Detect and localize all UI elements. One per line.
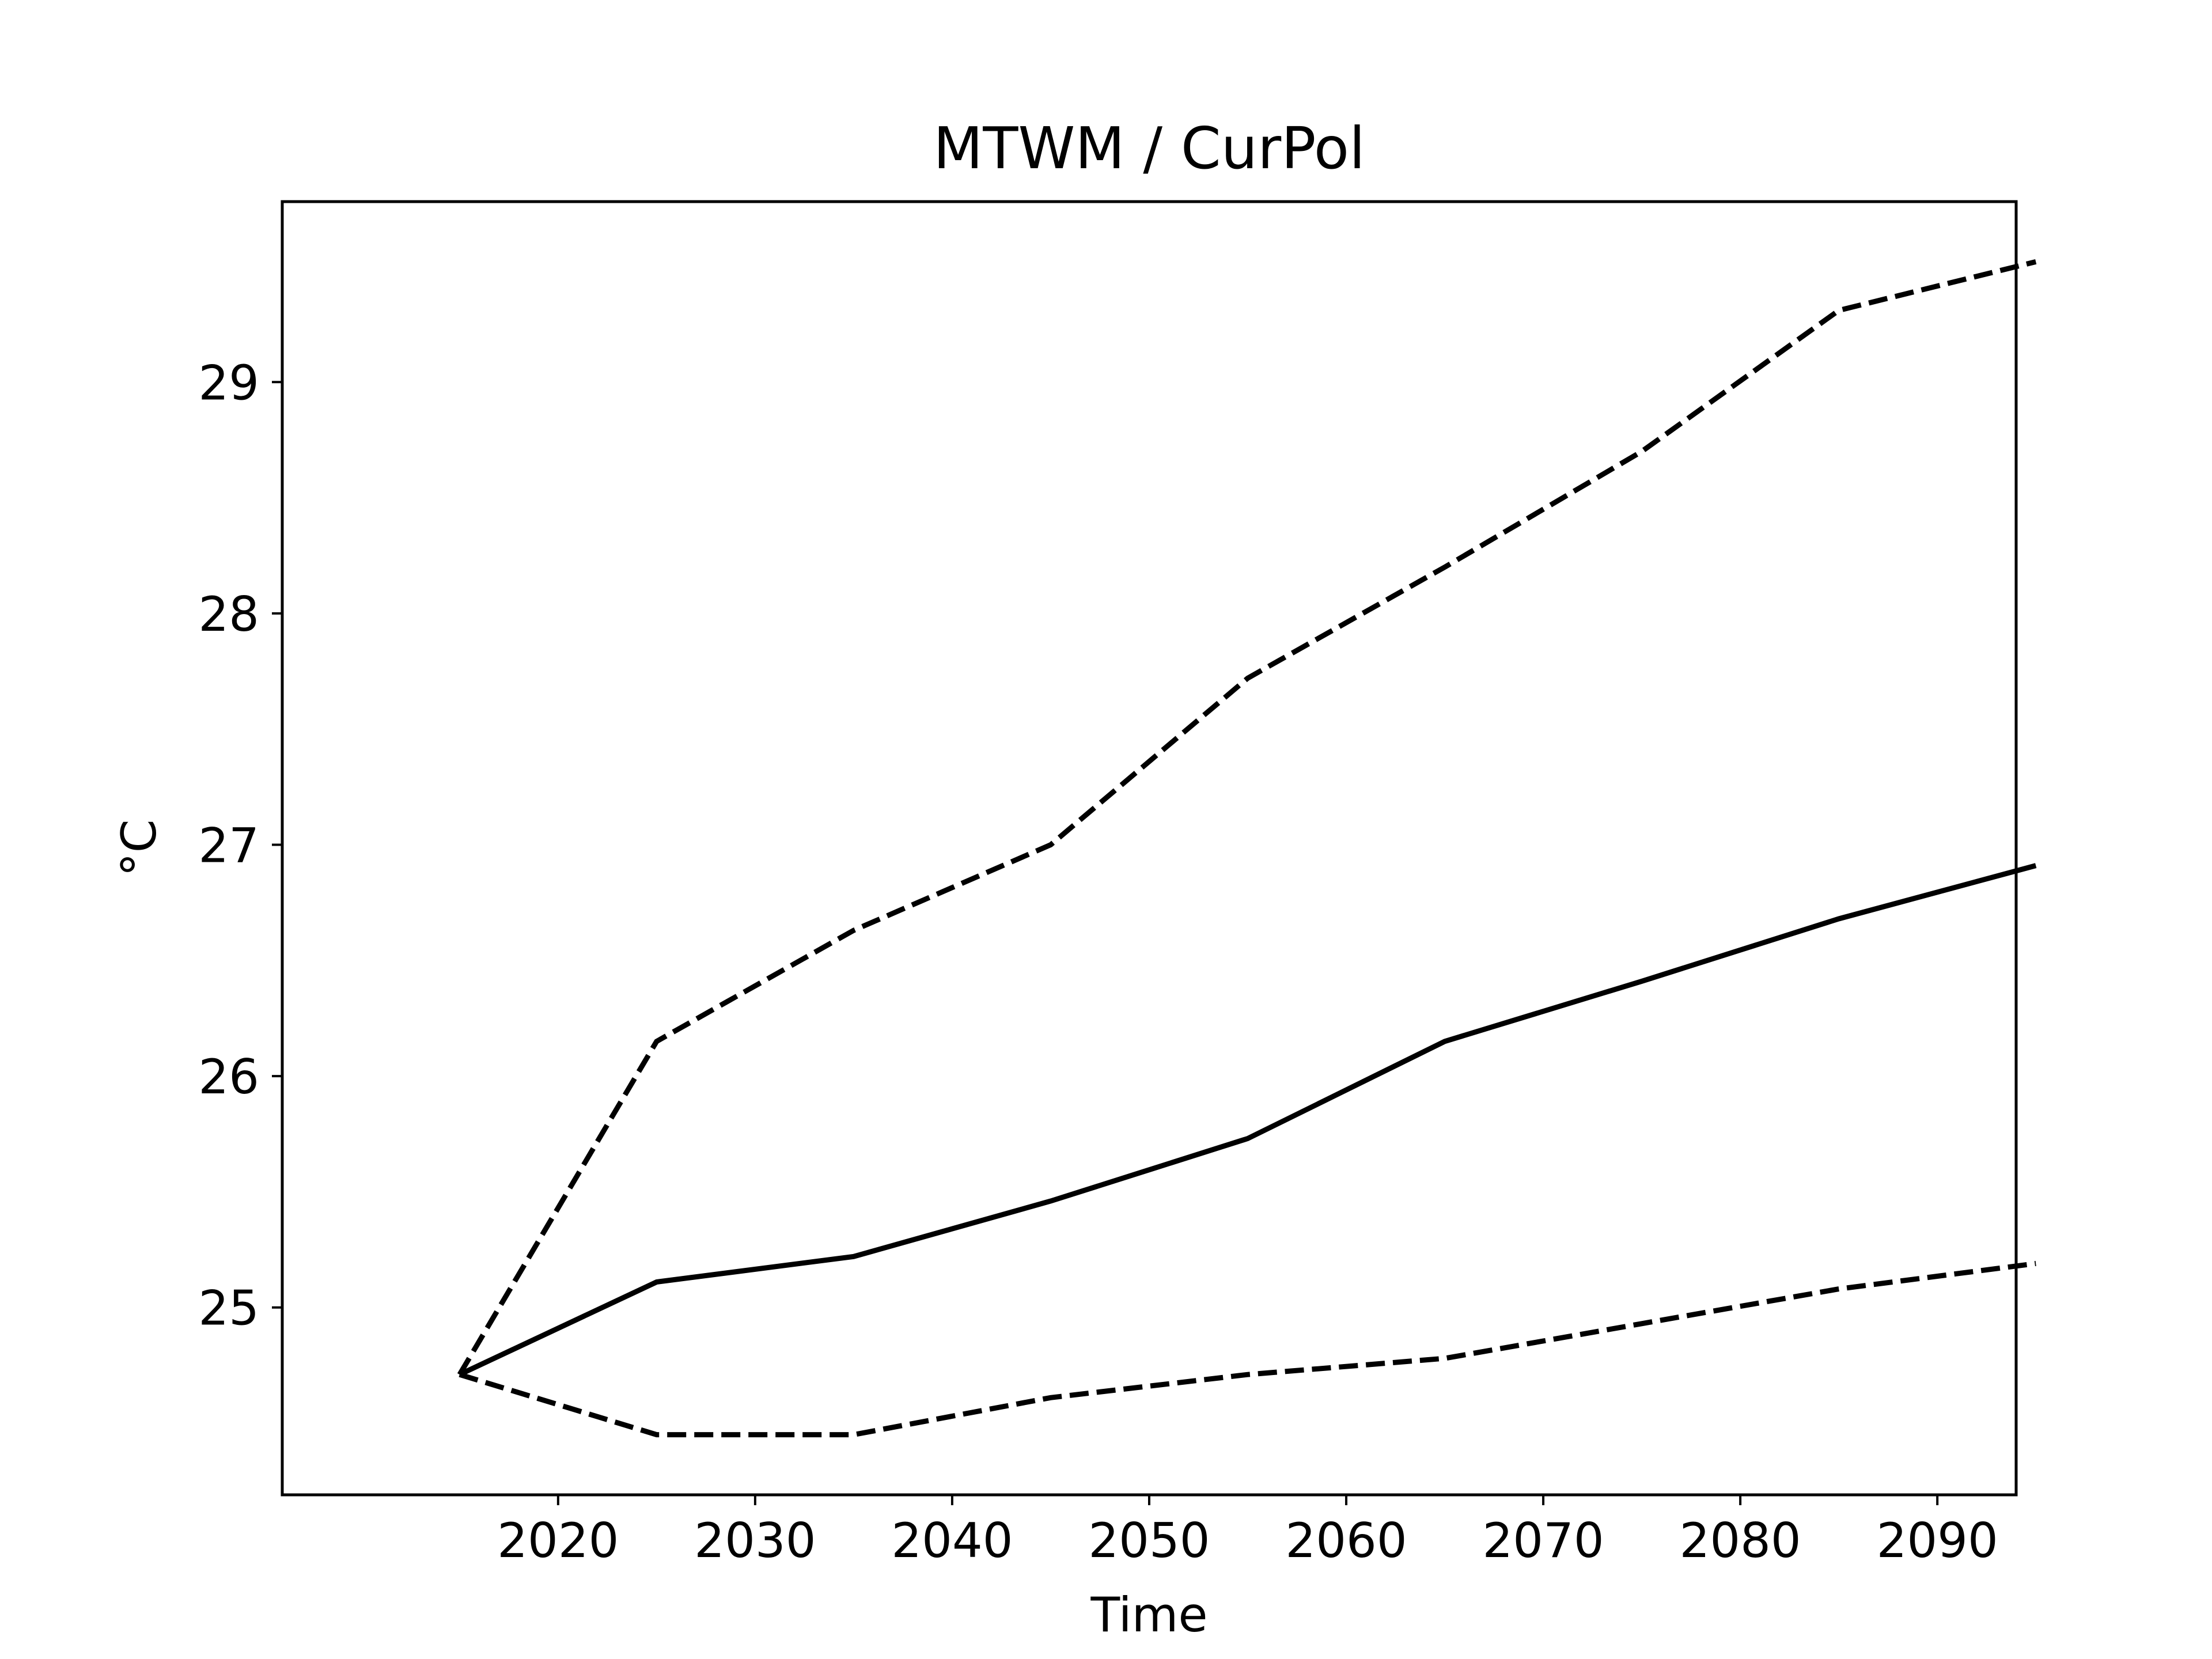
- chart-title: MTWM / CurPol: [933, 115, 1365, 182]
- series-layer: [457, 259, 2037, 1438]
- series-line-2-dashed: [457, 259, 2037, 1376]
- y-tick-label: 28: [198, 586, 259, 642]
- x-axis-label: Time: [1090, 1587, 1207, 1643]
- x-axis: 2020 2030 2040 2050 2060 2070 2080 2090: [497, 1495, 1998, 1569]
- x-tick-label: 2070: [1482, 1513, 1604, 1569]
- y-tick-label: 29: [198, 355, 259, 411]
- x-tick-label: 2090: [1877, 1513, 1998, 1569]
- x-tick-label: 2080: [1680, 1513, 1801, 1569]
- x-tick-label: 2050: [1088, 1513, 1210, 1569]
- y-tick-label: 25: [198, 1281, 259, 1336]
- y-tick-label: 26: [198, 1049, 259, 1105]
- y-axis-label: °C: [111, 819, 167, 876]
- series-line-1-solid: [458, 863, 2037, 1377]
- x-tick-label: 2020: [497, 1513, 619, 1569]
- x-tick-label: 2040: [891, 1513, 1013, 1569]
- x-tick-label: 2030: [694, 1513, 816, 1569]
- series-line-3-dashed: [459, 1260, 2036, 1438]
- y-axis: 25 26 27 28 29: [198, 355, 282, 1336]
- y-tick-label: 27: [198, 817, 259, 873]
- x-tick-label: 2060: [1285, 1513, 1407, 1569]
